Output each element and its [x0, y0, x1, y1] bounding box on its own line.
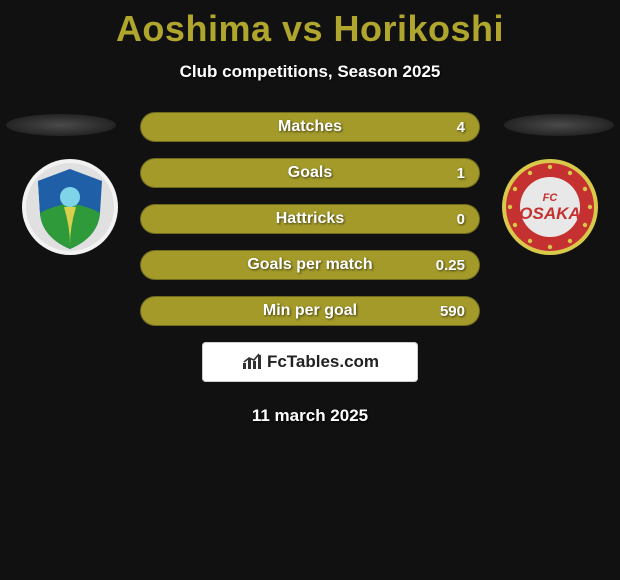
stat-value: 4	[457, 119, 465, 136]
club-badge-left: T S C	[20, 157, 120, 257]
subtitle: Club competitions, Season 2025	[0, 62, 620, 82]
svg-text:FC: FC	[543, 192, 559, 204]
stat-label: Goals per match	[247, 256, 372, 274]
stat-label: Goals	[288, 164, 332, 182]
stat-value: 0.25	[436, 257, 465, 274]
stat-label: Min per goal	[263, 302, 357, 320]
page-title: Aoshima vs Horikoshi	[0, 0, 620, 50]
chart-icon	[241, 353, 263, 371]
date-text: 11 march 2025	[0, 406, 620, 426]
stat-row: Goals 1	[140, 158, 480, 188]
comparison-panel: T S C FC OSAKA Matches 4 Goals	[0, 112, 620, 426]
stat-value: 1	[457, 165, 465, 182]
stat-value: 0	[457, 211, 465, 228]
brand-text: FcTables.com	[267, 352, 379, 372]
stat-row: Goals per match 0.25	[140, 250, 480, 280]
left-player-shadow	[6, 114, 116, 136]
osaka-badge-icon: FC OSAKA	[500, 157, 600, 257]
club-badge-right: FC OSAKA	[500, 157, 600, 257]
brand-box[interactable]: FcTables.com	[202, 342, 418, 382]
stat-label: Hattricks	[276, 210, 344, 228]
stat-row: Hattricks 0	[140, 204, 480, 234]
tochigi-badge-icon: T S C	[20, 157, 120, 257]
right-player-shadow	[504, 114, 614, 136]
stat-value: 590	[440, 303, 465, 320]
svg-text:T S C: T S C	[62, 177, 78, 183]
stat-label: Matches	[278, 118, 342, 136]
stats-list: Matches 4 Goals 1 Hattricks 0 Goals per …	[140, 112, 480, 326]
svg-text:OSAKA: OSAKA	[519, 204, 580, 223]
stat-row: Min per goal 590	[140, 296, 480, 326]
stat-row: Matches 4	[140, 112, 480, 142]
